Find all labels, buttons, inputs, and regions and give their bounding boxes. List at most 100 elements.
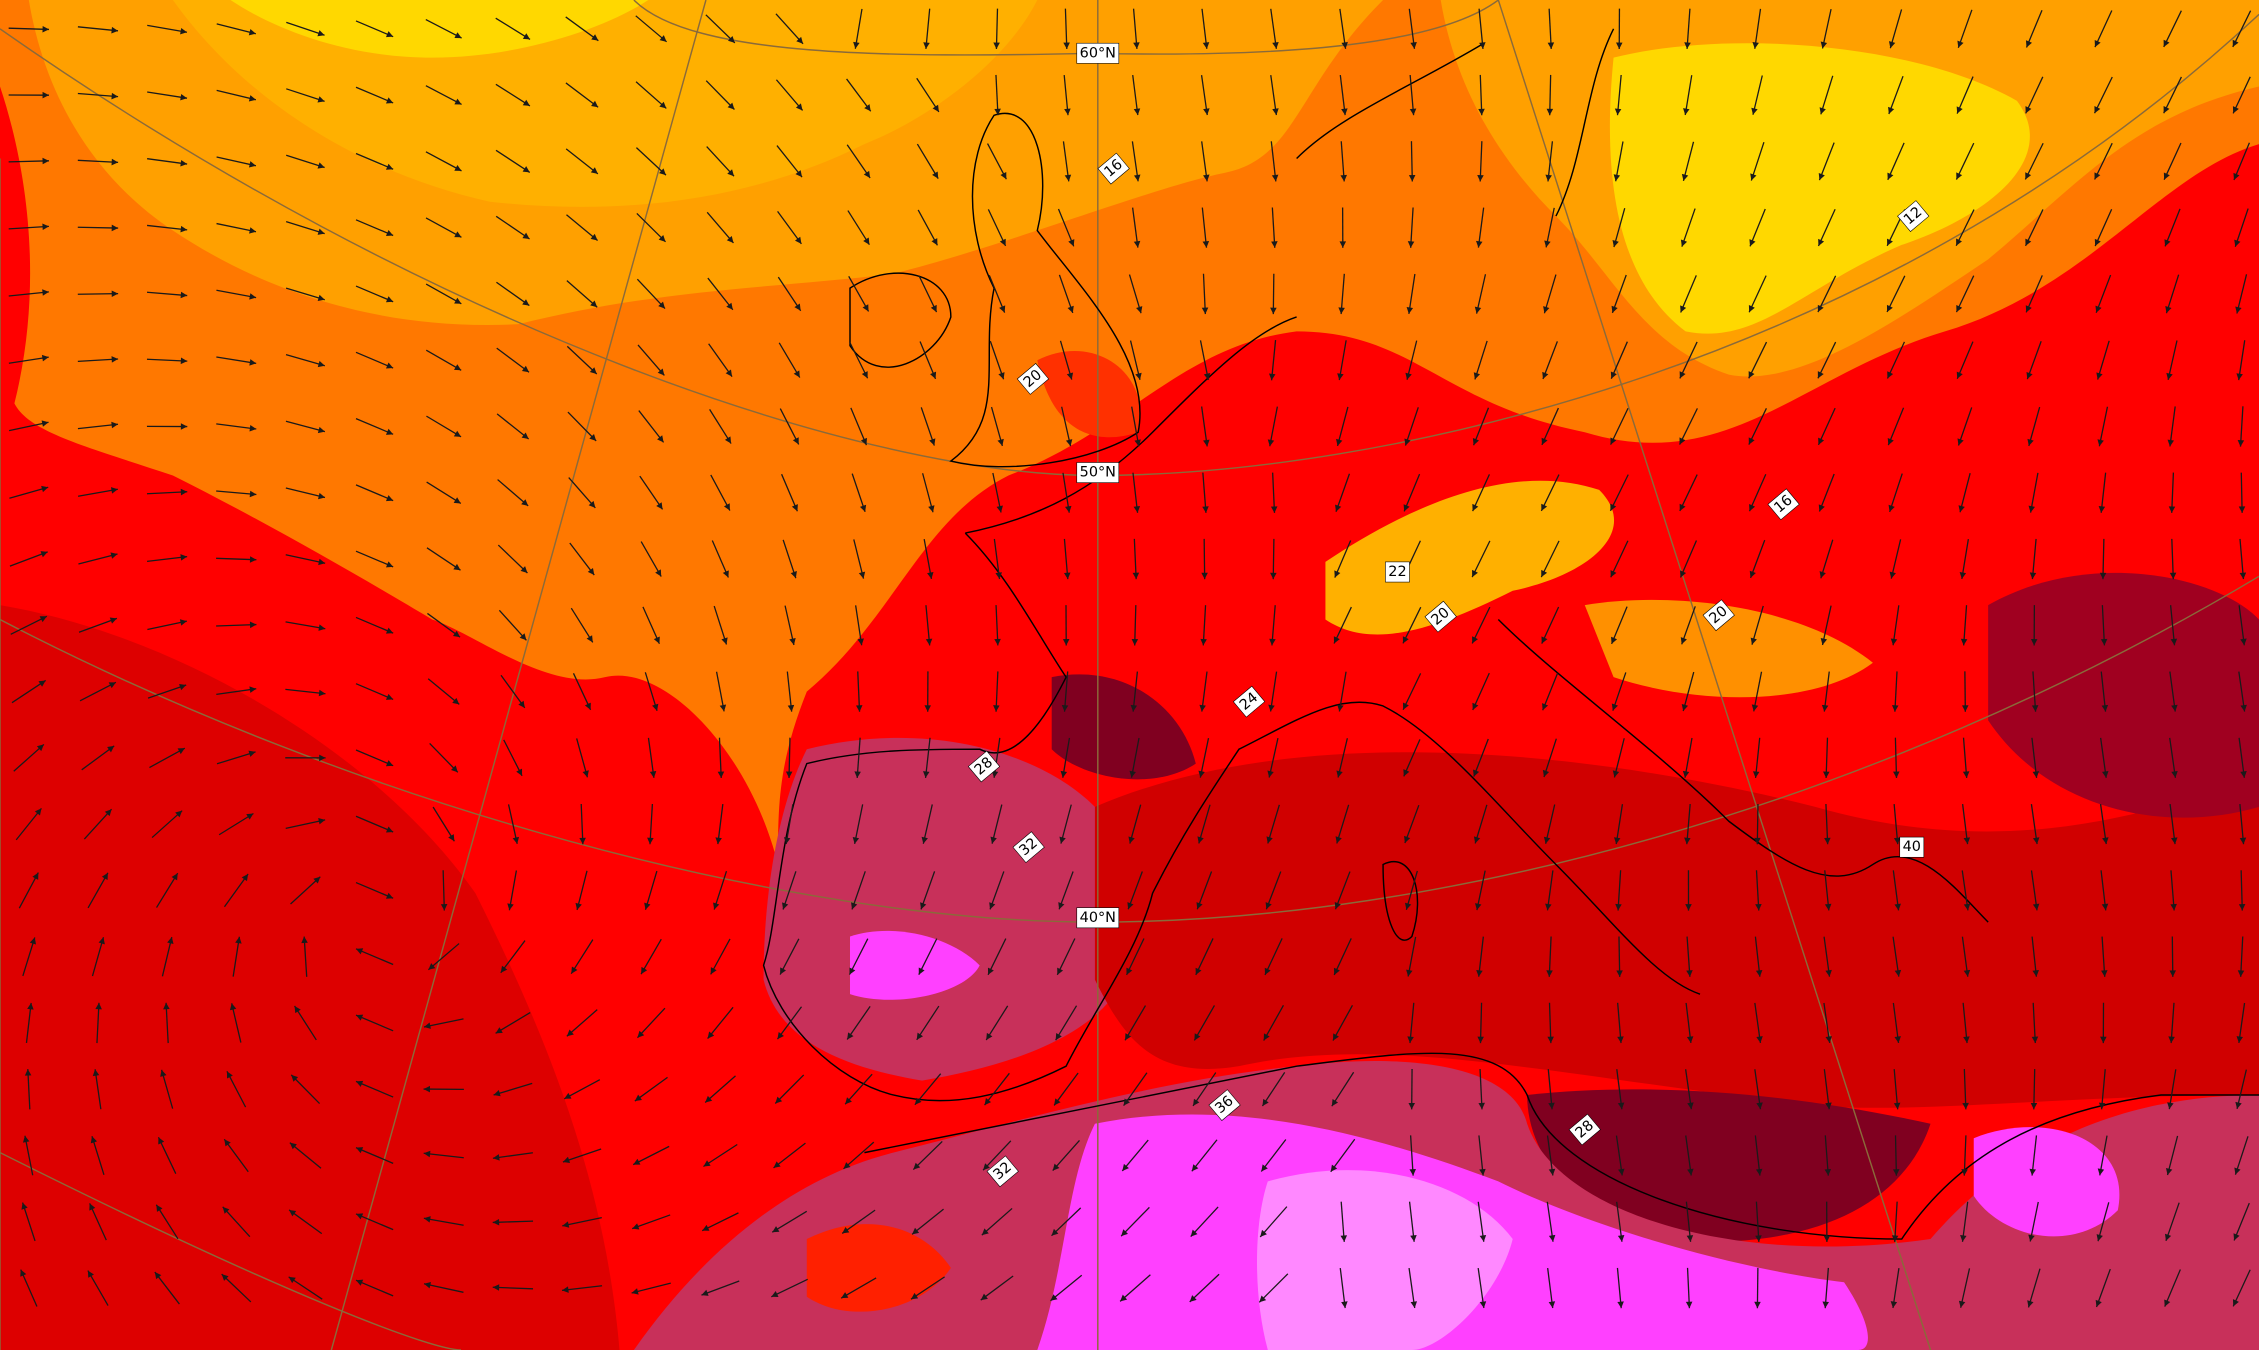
arrow-shaft	[1063, 538, 1069, 580]
arrow-head	[792, 437, 799, 445]
arrow-shaft	[1479, 1002, 1483, 1044]
arrow-shaft	[1261, 1072, 1286, 1107]
wind-arrow	[1128, 804, 1142, 844]
arrow-shaft	[1132, 671, 1139, 712]
wind-arrow	[1403, 739, 1421, 777]
wind-arrow	[1063, 538, 1071, 580]
arrow-shaft	[149, 747, 186, 769]
arrow-shaft	[1201, 207, 1208, 248]
wind-arrow	[149, 747, 186, 769]
wind-arrow	[920, 407, 936, 446]
arrow-shaft	[355, 1279, 394, 1297]
wind-arrow	[1339, 8, 1348, 49]
arrow-head	[790, 571, 797, 579]
wind-arrow	[575, 870, 588, 911]
arrow-head	[1063, 572, 1071, 580]
wind-arrow	[2028, 472, 2039, 513]
wind-arrow	[2099, 804, 2109, 845]
wind-arrow	[771, 1210, 808, 1233]
arrow-head	[41, 420, 49, 427]
arrow-head	[588, 500, 596, 508]
arrow-head	[724, 436, 732, 444]
arrow-shaft	[2030, 804, 2038, 845]
arrow-head	[930, 371, 937, 379]
arrow-shaft	[8, 27, 49, 31]
arrow-shaft	[636, 1007, 666, 1039]
arrow-shaft	[1821, 605, 1832, 646]
arrow-shaft	[2171, 472, 2175, 513]
arrow-head	[2095, 305, 2102, 313]
wind-arrow	[216, 23, 256, 36]
arrow-shaft	[495, 1012, 531, 1034]
wind-arrow	[1052, 1139, 1080, 1172]
arrow-shaft	[285, 487, 326, 499]
wind-arrow	[2099, 538, 2107, 580]
arrow-shaft	[635, 147, 667, 176]
arrow-head	[1259, 1295, 1267, 1303]
arrow-shaft	[631, 1282, 671, 1294]
arrow-shaft	[10, 615, 48, 635]
arrow-shaft	[2166, 1135, 2179, 1176]
arrow-head	[1894, 903, 1901, 911]
arrow-head	[249, 621, 257, 629]
arrow-shaft	[786, 671, 793, 712]
arrow-head	[996, 505, 1003, 513]
arrow-shaft	[640, 938, 662, 975]
wind-arrow	[10, 615, 48, 635]
arrow-shaft	[1963, 1069, 1967, 1110]
wind-arrow	[1823, 1069, 1832, 1110]
arrow-head	[1825, 969, 1832, 977]
arrow-head	[579, 837, 586, 845]
arrow-head	[1818, 504, 1825, 512]
wind-arrow	[1679, 540, 1698, 578]
arrow-head	[701, 1289, 709, 1296]
wind-arrow	[2163, 142, 2182, 180]
arrow-shaft	[496, 347, 530, 373]
arrow-shaft	[2032, 671, 2037, 712]
wind-arrow	[20, 1269, 38, 1307]
wind-arrow	[493, 1082, 533, 1097]
arrow-head	[385, 760, 394, 767]
wind-arrow	[854, 737, 861, 779]
arrow-shaft	[1679, 540, 1698, 578]
wind-arrow	[1751, 75, 1763, 115]
arrow-shaft	[2232, 1269, 2251, 1307]
wind-arrow	[79, 681, 117, 702]
arrow-head	[795, 170, 803, 178]
wind-arrow	[2169, 804, 2178, 845]
arrow-head	[2032, 837, 2040, 845]
arrow-head	[180, 357, 188, 365]
arrow-shaft	[77, 488, 118, 497]
arrow-shaft	[1956, 341, 1974, 380]
wind-arrow	[923, 8, 931, 49]
arrow-shaft	[1477, 1201, 1485, 1242]
wind-arrow	[286, 88, 325, 103]
arrow-head	[1888, 504, 1895, 512]
arrow-shaft	[1546, 1135, 1554, 1176]
arrow-head	[42, 289, 49, 296]
arrow-shaft	[925, 605, 931, 646]
wind-arrow	[1059, 340, 1074, 380]
arrow-head	[1825, 1102, 1832, 1110]
wind-arrow	[1685, 1002, 1694, 1044]
wind-arrow	[851, 473, 867, 513]
arrow-head	[849, 967, 856, 975]
arrow-head	[180, 27, 187, 35]
arrow-head	[1266, 836, 1273, 844]
wind-arrow	[1956, 341, 1974, 380]
wind-arrow	[992, 472, 1003, 513]
wind-arrow	[1473, 804, 1488, 844]
arrow-shaft	[147, 24, 188, 33]
arrow-head	[1751, 704, 1759, 712]
arrow-shaft	[18, 872, 39, 909]
arrow-head	[1267, 770, 1274, 778]
arrow-shaft	[1053, 1072, 1079, 1106]
arrow-head	[235, 936, 242, 944]
wind-arrow	[1200, 75, 1210, 116]
arrow-shaft	[851, 473, 866, 513]
wind-arrow	[781, 473, 798, 512]
wind-arrow	[708, 343, 733, 377]
wind-arrow	[216, 490, 257, 498]
arrow-shaft	[2238, 671, 2246, 712]
arrow-head	[1543, 306, 1550, 314]
